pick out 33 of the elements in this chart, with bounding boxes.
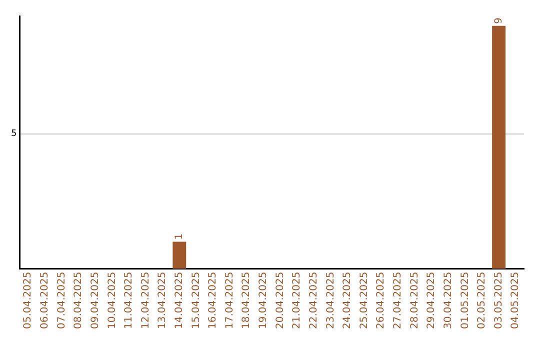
data-label: 9	[493, 17, 504, 24]
x-tick-label: 02.05.2025	[476, 272, 488, 330]
x-tick-label: 18.04.2025	[241, 272, 252, 330]
x-tick-label: 23.04.2025	[325, 272, 336, 330]
x-tick-label: 27.04.2025	[392, 272, 404, 330]
data-label: 1	[174, 233, 186, 240]
x-tick-label: 24.04.2025	[342, 272, 354, 330]
x-tick-label: 03.05.2025	[493, 272, 504, 330]
x-tick-label: 06.04.2025	[40, 272, 51, 330]
x-tick-label: 30.04.2025	[442, 272, 454, 330]
x-tick-label: 11.04.2025	[124, 272, 135, 330]
x-tick-label: 15.04.2025	[190, 272, 202, 330]
x-tick-label: 21.04.2025	[292, 272, 303, 330]
x-tick-label: 05.04.2025	[22, 272, 34, 330]
x-tick-label: 14.04.2025	[174, 272, 186, 330]
x-tick-label: 20.04.2025	[274, 272, 286, 330]
x-tick-label: 17.04.2025	[224, 272, 236, 330]
x-tick-label: 26.04.2025	[376, 272, 387, 330]
x-tick-label: 16.04.2025	[208, 272, 219, 330]
x-tick-label: 08.04.2025	[73, 272, 84, 330]
x-tick-label: 28.04.2025	[409, 272, 420, 330]
x-tick-label: 19.04.2025	[258, 272, 270, 330]
x-tick-label: 09.04.2025	[90, 272, 101, 330]
x-tick-label: 04.05.2025	[510, 272, 522, 330]
x-tick-label: 25.04.2025	[358, 272, 370, 330]
x-tick-label: 10.04.2025	[106, 272, 118, 330]
x-tick-label: 12.04.2025	[140, 272, 152, 330]
x-tick-label: 29.04.2025	[426, 272, 438, 330]
x-tick-label: 01.05.2025	[460, 272, 471, 330]
x-tick-label: 13.04.2025	[157, 272, 168, 330]
y-tick-label: 5	[10, 129, 17, 140]
x-tick-label: 22.04.2025	[308, 272, 320, 330]
x-tick-label: 07.04.2025	[56, 272, 68, 330]
